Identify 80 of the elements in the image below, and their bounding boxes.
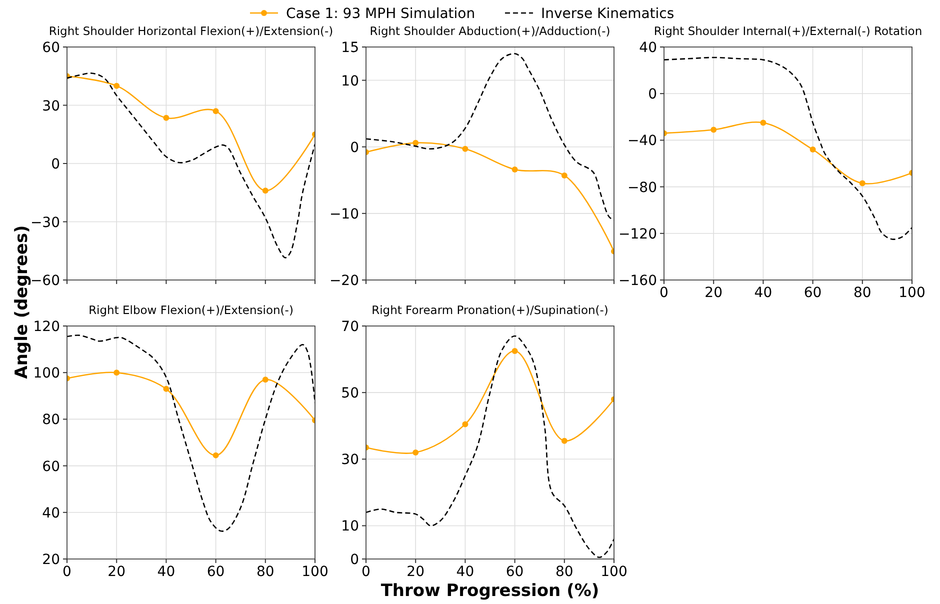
x-tick-label: 60 <box>206 564 225 580</box>
legend-label: Inverse Kinematics <box>541 6 674 22</box>
y-tick-label: −20 <box>329 273 359 289</box>
y-tick-label: −160 <box>618 273 657 289</box>
y-tick-label: 40 <box>639 40 657 56</box>
point <box>163 114 170 121</box>
x-tick-label: 60 <box>506 564 524 580</box>
line-series <box>664 56 912 240</box>
line-series <box>366 53 614 221</box>
y-tick-label: 0 <box>350 140 359 156</box>
point <box>114 82 120 89</box>
point <box>462 146 468 152</box>
x-tick-label: 20 <box>406 564 425 580</box>
x-tick-label: 0 <box>62 564 72 580</box>
y-axis-title: Angle (degrees) <box>12 225 32 379</box>
chart-title: Right Shoulder Horizontal Flexion(+)/Extension(-) <box>48 24 334 38</box>
x-tick-label: 20 <box>704 285 723 301</box>
point <box>859 180 866 186</box>
point <box>114 370 120 376</box>
point <box>212 452 219 458</box>
line-series <box>67 334 315 532</box>
y-tick-label: 30 <box>42 98 60 114</box>
point <box>262 376 268 383</box>
x-tick-label: 40 <box>754 285 772 301</box>
y-tick-label: 0 <box>51 156 60 172</box>
point <box>561 438 568 444</box>
chart-title: Right Shoulder Abduction(+)/Adduction(-) <box>370 24 610 38</box>
x-tick-label: 0 <box>362 564 370 580</box>
x-tick-label: 80 <box>256 564 274 580</box>
point <box>710 126 717 133</box>
y-tick-label: 40 <box>42 505 60 522</box>
line-series <box>67 72 315 258</box>
point <box>512 166 518 172</box>
line-series <box>664 120 912 186</box>
x-tick-label: 80 <box>853 285 872 301</box>
legend-label: Case 1: 93 MPH Simulation <box>286 6 476 22</box>
y-tick-label: 120 <box>33 319 60 335</box>
y-tick-label: −80 <box>627 180 657 196</box>
y-tick-label: 70 <box>341 319 359 335</box>
y-tick-label: −30 <box>30 214 60 231</box>
y-tick-label: 100 <box>33 366 60 382</box>
point <box>810 146 816 153</box>
chart-title: Right Elbow Flexion(+)/Extension(-) <box>88 303 294 317</box>
point <box>462 421 468 428</box>
point <box>412 449 419 456</box>
x-tick-label: 100 <box>302 564 328 580</box>
y-tick-label: −40 <box>627 133 657 150</box>
line-series <box>366 335 614 558</box>
y-tick-label: −120 <box>618 226 657 242</box>
point <box>512 348 518 354</box>
y-tick-label: 80 <box>42 412 60 428</box>
y-tick-label: 20 <box>42 552 60 568</box>
x-tick-label: 40 <box>157 564 176 580</box>
point <box>561 172 568 178</box>
point <box>212 108 219 114</box>
point <box>412 140 419 146</box>
y-tick-label: 60 <box>42 40 60 56</box>
y-tick-label: 60 <box>42 458 60 475</box>
x-tick-label: 80 <box>555 564 574 580</box>
x-tick-label: 20 <box>108 564 126 580</box>
y-tick-label: 15 <box>341 40 359 56</box>
point <box>760 120 766 126</box>
point <box>163 386 170 392</box>
chart-title: Right Forearm Pronation(+)/Supination(-) <box>372 303 608 317</box>
x-tick-label: 0 <box>660 285 668 301</box>
x-axis-title: Throw Progression (%) <box>380 581 600 601</box>
y-tick-label: 30 <box>341 452 359 468</box>
y-tick-label: 50 <box>341 386 359 402</box>
x-tick-label: 40 <box>456 564 474 580</box>
point <box>262 188 268 194</box>
y-tick-label: 10 <box>341 518 359 535</box>
y-tick-label: 10 <box>341 73 359 90</box>
x-tick-label: 100 <box>898 285 926 301</box>
y-tick-label: −60 <box>30 273 60 289</box>
y-tick-label: 0 <box>350 552 359 568</box>
x-tick-label: 60 <box>804 285 822 301</box>
chart-title: Right Shoulder Internal(+)/External(-) Rotation <box>654 24 922 38</box>
y-tick-label: −10 <box>329 206 359 222</box>
x-tick-label: 100 <box>600 564 628 580</box>
y-tick-label: 0 <box>648 86 657 103</box>
